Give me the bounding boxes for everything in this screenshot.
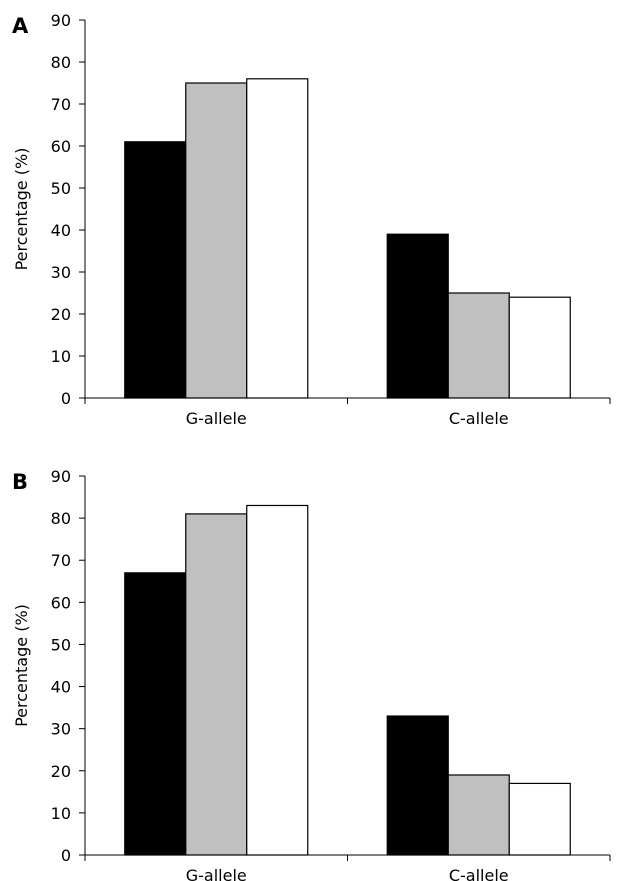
chart-a-svg: 0 10 20 30 40 50 60 70 80 90 Percentage (%) G-allel… bbox=[12, 11, 611, 428]
chart-b-svg: 0 10 20 30 40 50 60 70 80 90 Percentage (%) G-allel… bbox=[12, 467, 611, 881]
x-tick-label: C-allele bbox=[449, 409, 509, 428]
y-tick-label: 90 bbox=[51, 11, 71, 30]
y-tick-label: 30 bbox=[51, 263, 71, 282]
x-tick-label: C-allele bbox=[449, 866, 509, 881]
bar-c-allele-series-3 bbox=[508, 782, 571, 856]
bar-c-allele-series-1 bbox=[386, 233, 449, 399]
y-axis-label: Percentage (%) bbox=[12, 604, 31, 727]
y-tick-label: 80 bbox=[51, 509, 71, 528]
bar-g-allele-series-1 bbox=[124, 141, 187, 399]
bar-c-allele-series-2 bbox=[447, 292, 510, 399]
chart-panel-a: A 0 10 20 30 40 50 60 70 80 90 Percentage (%) G-all… bbox=[0, 0, 621, 440]
y-tick-label: 0 bbox=[61, 389, 71, 408]
panel-label-a: A bbox=[12, 14, 29, 38]
bar-c-allele-series-1 bbox=[386, 715, 449, 856]
y-tick-label: 50 bbox=[51, 635, 71, 654]
y-tick-label: 70 bbox=[51, 95, 71, 114]
y-tick-label: 10 bbox=[51, 347, 71, 366]
panel-label-b: B bbox=[12, 470, 29, 494]
y-axis-label: Percentage (%) bbox=[12, 148, 31, 271]
bar-c-allele-series-2 bbox=[447, 774, 510, 856]
bar-g-allele-series-3 bbox=[246, 504, 309, 856]
y-tick-label: 20 bbox=[51, 305, 71, 324]
y-tick-label: 60 bbox=[51, 593, 71, 612]
y-tick-label: 60 bbox=[51, 137, 71, 156]
bar-g-allele-series-1 bbox=[124, 572, 187, 856]
bar-g-allele-series-2 bbox=[185, 82, 248, 399]
y-tick-label: 70 bbox=[51, 551, 71, 570]
y-tick-label: 10 bbox=[51, 804, 71, 823]
x-tick-label: G-allele bbox=[186, 409, 247, 428]
y-tick-label: 40 bbox=[51, 678, 71, 697]
y-tick-label: 30 bbox=[51, 720, 71, 739]
y-tick-label: 50 bbox=[51, 179, 71, 198]
chart-panel-b: B 0 10 20 30 40 50 60 70 80 90 Percentage (%) G-all… bbox=[0, 440, 621, 881]
x-tick-label: G-allele bbox=[186, 866, 247, 881]
y-tick-label: 90 bbox=[51, 467, 71, 486]
y-tick-label: 20 bbox=[51, 762, 71, 781]
bar-g-allele-series-3 bbox=[246, 78, 309, 399]
bar-g-allele-series-2 bbox=[185, 513, 248, 856]
bar-c-allele-series-3 bbox=[508, 296, 571, 399]
y-tick-label: 40 bbox=[51, 221, 71, 240]
y-tick-label: 80 bbox=[51, 53, 71, 72]
y-tick-label: 0 bbox=[61, 846, 71, 865]
